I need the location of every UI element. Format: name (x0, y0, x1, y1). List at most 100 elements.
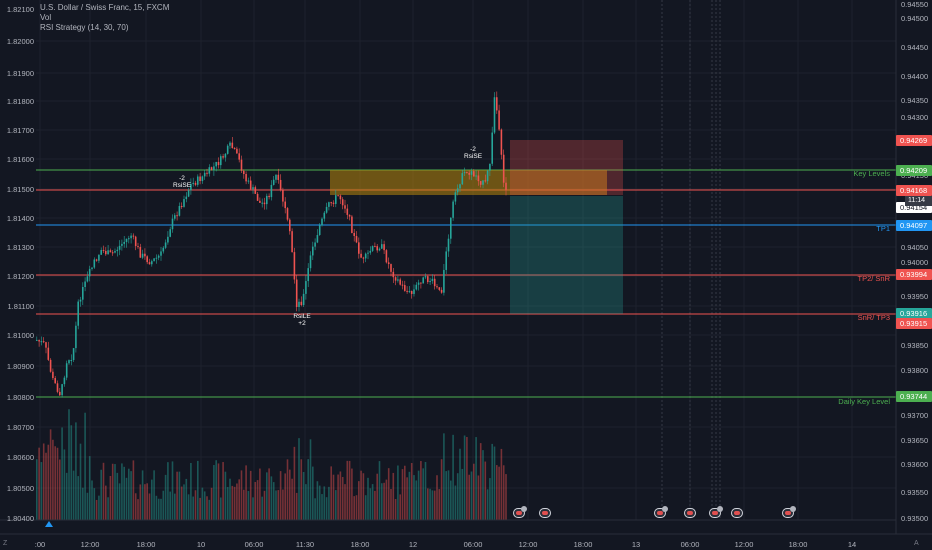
candle[interactable] (321, 218, 323, 226)
candle[interactable] (275, 174, 277, 180)
candle[interactable] (341, 199, 344, 206)
candle[interactable] (417, 282, 420, 285)
price-tag-current[interactable]: 0.94154 (896, 202, 932, 213)
candle[interactable] (410, 291, 413, 294)
candle[interactable] (452, 201, 454, 218)
candle[interactable] (169, 229, 171, 237)
candle[interactable] (454, 192, 457, 202)
candle[interactable] (88, 268, 91, 277)
candle[interactable] (291, 231, 293, 253)
candle[interactable] (155, 257, 158, 259)
economic-event-icon[interactable] (654, 506, 668, 518)
candle[interactable] (429, 280, 431, 283)
candle[interactable] (397, 279, 399, 281)
candle[interactable] (413, 289, 415, 294)
candle[interactable] (505, 182, 507, 190)
candle[interactable] (470, 171, 473, 175)
candle[interactable] (493, 97, 496, 133)
candle[interactable] (383, 244, 385, 251)
candle[interactable] (178, 206, 181, 216)
candle[interactable] (153, 258, 155, 262)
candle[interactable] (56, 383, 59, 392)
candle[interactable] (268, 195, 270, 198)
candle[interactable] (450, 217, 452, 239)
candle[interactable] (422, 277, 424, 284)
candle[interactable] (477, 175, 480, 182)
candle[interactable] (399, 279, 401, 285)
candle[interactable] (215, 161, 217, 167)
candle[interactable] (367, 252, 369, 254)
candle[interactable] (45, 342, 47, 348)
candle[interactable] (203, 172, 206, 177)
candle[interactable] (236, 148, 238, 154)
candle[interactable] (358, 242, 360, 254)
candle[interactable] (387, 262, 390, 265)
candle[interactable] (65, 363, 68, 378)
candle[interactable] (139, 247, 142, 258)
candle[interactable] (284, 201, 286, 209)
candle[interactable] (295, 279, 298, 307)
candle[interactable] (364, 253, 367, 259)
candle[interactable] (102, 250, 105, 252)
candle[interactable] (394, 277, 397, 281)
candle[interactable] (243, 170, 245, 175)
candle[interactable] (289, 219, 291, 232)
candle[interactable] (111, 252, 114, 254)
candle[interactable] (344, 205, 346, 209)
candle[interactable] (49, 359, 52, 372)
candle[interactable] (489, 163, 491, 171)
candle[interactable] (123, 241, 125, 244)
candle[interactable] (486, 170, 489, 182)
candle[interactable] (222, 156, 224, 158)
candle[interactable] (224, 153, 227, 158)
candle[interactable] (91, 267, 93, 269)
candle[interactable] (192, 182, 194, 184)
candle[interactable] (190, 183, 192, 191)
candle[interactable] (105, 250, 107, 255)
candle[interactable] (256, 193, 259, 201)
candle[interactable] (496, 97, 498, 111)
candle[interactable] (312, 246, 314, 256)
candle[interactable] (217, 161, 220, 166)
candle[interactable] (144, 253, 146, 257)
candle[interactable] (197, 176, 199, 185)
candle[interactable] (61, 384, 63, 396)
candle[interactable] (164, 242, 167, 248)
auto-scale-button[interactable]: A (914, 540, 919, 547)
candle[interactable] (263, 202, 266, 205)
candle[interactable] (132, 235, 135, 237)
candle[interactable] (52, 371, 54, 379)
candle[interactable] (445, 251, 447, 270)
candle[interactable] (337, 195, 339, 197)
candle[interactable] (116, 249, 119, 252)
candle[interactable] (233, 148, 236, 150)
candle[interactable] (208, 167, 211, 174)
candle[interactable] (79, 299, 82, 302)
candle[interactable] (107, 250, 109, 255)
candle[interactable] (360, 253, 362, 258)
candle[interactable] (328, 202, 330, 207)
candle[interactable] (199, 176, 201, 182)
economic-event-icon[interactable] (684, 508, 696, 518)
candle[interactable] (226, 145, 229, 154)
candle[interactable] (316, 235, 319, 243)
candle[interactable] (148, 262, 151, 265)
price-tag-sl[interactable]: 0.94269 (896, 135, 932, 146)
volume-legend[interactable]: Vol (40, 13, 52, 22)
price-tag-snr[interactable]: 0.93915 (896, 318, 932, 329)
price-tag-tp1[interactable]: 0.94097 (896, 220, 932, 231)
candle[interactable] (502, 154, 505, 183)
candle[interactable] (307, 268, 309, 282)
candle[interactable] (438, 287, 441, 290)
candle[interactable] (468, 172, 470, 175)
candle[interactable] (286, 208, 289, 220)
candle[interactable] (466, 172, 468, 174)
candle[interactable] (325, 206, 328, 213)
candle[interactable] (482, 180, 484, 185)
economic-event-icon[interactable] (709, 506, 723, 518)
candle[interactable] (390, 264, 392, 272)
economic-event-icon[interactable] (513, 506, 527, 518)
candle[interactable] (75, 325, 77, 349)
candle[interactable] (36, 339, 38, 341)
